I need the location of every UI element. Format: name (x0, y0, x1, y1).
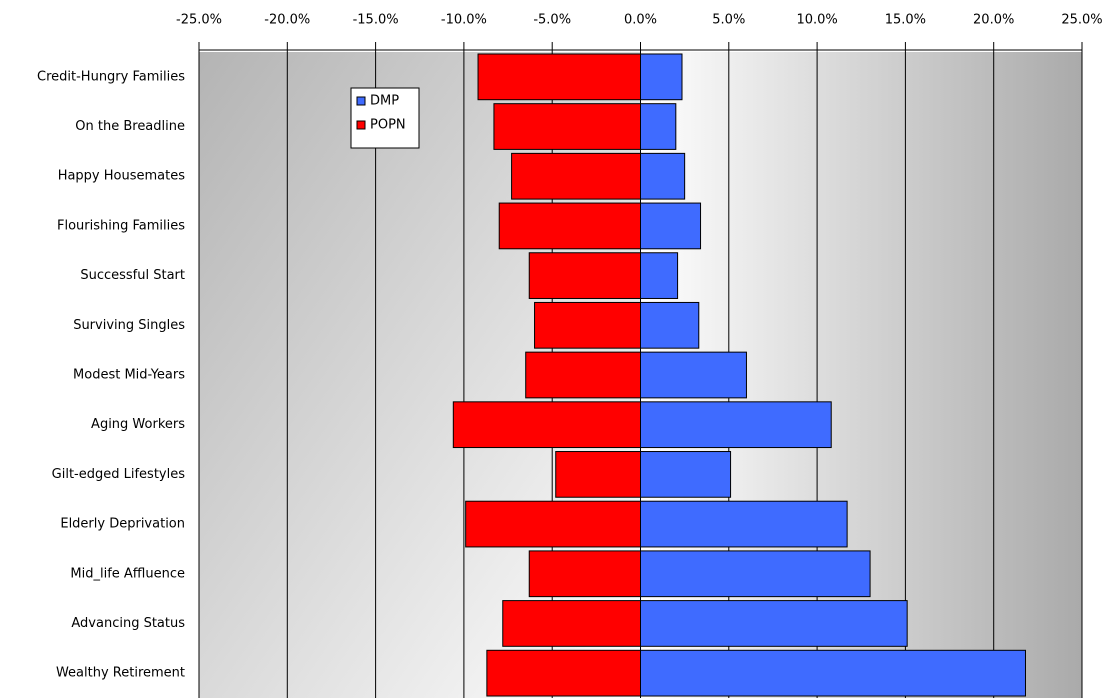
y-tick-label: Wealthy Retirement (56, 666, 185, 681)
bar (640, 152, 686, 200)
x-tick-label: -10.0% (441, 13, 487, 28)
legend-label: POPN (370, 118, 406, 133)
bar (640, 103, 677, 150)
bar (640, 53, 683, 101)
bar (477, 53, 642, 101)
bar (640, 649, 1026, 697)
legend: DMP POPN (350, 87, 420, 149)
legend-label: DMP (370, 94, 399, 109)
x-tick-label: 5.0% (712, 13, 745, 28)
bar (511, 152, 641, 200)
x-tick-label: 0.0% (624, 13, 657, 28)
x-tick-label: 15.0% (885, 13, 926, 28)
y-tick-label: Advancing Status (71, 616, 185, 631)
bar (640, 301, 700, 349)
y-tick-label: Aging Workers (91, 417, 185, 432)
bar (465, 500, 641, 548)
bar (640, 600, 908, 647)
y-tick-label: Flourishing Families (57, 218, 185, 233)
bar (640, 500, 848, 548)
bar (555, 451, 641, 498)
bar (528, 252, 642, 299)
x-tick-label: 25.0% (1061, 13, 1102, 28)
x-tick-label: 10.0% (796, 13, 837, 28)
y-tick-label: Surviving Singles (73, 318, 185, 333)
y-tick-label: Gilt-edged Lifestyles (52, 467, 186, 482)
bar (640, 550, 871, 598)
y-tick-label: Mid_life Affluence (70, 566, 185, 581)
bar (502, 600, 642, 647)
bar (498, 202, 641, 250)
bar (640, 401, 832, 449)
y-tick-label: Modest Mid-Years (73, 368, 185, 383)
x-tick-label: -5.0% (533, 13, 571, 28)
bar (534, 301, 641, 349)
y-tick-label: Successful Start (80, 268, 185, 283)
x-tick-label: 20.0% (973, 13, 1014, 28)
x-tick-label: -20.0% (264, 13, 310, 28)
bar (528, 550, 642, 598)
bar (493, 103, 641, 150)
y-tick-label: Elderly Deprivation (60, 517, 185, 532)
bar (486, 649, 641, 697)
x-tick-label: -25.0% (176, 13, 222, 28)
bar (640, 252, 679, 299)
bar (452, 401, 641, 449)
legend-swatch (356, 96, 366, 106)
bar (640, 451, 732, 498)
y-tick-label: On the Breadline (75, 119, 185, 134)
bar (640, 202, 702, 250)
bar (640, 351, 747, 399)
y-tick-label: Happy Housemates (58, 169, 186, 184)
labels: -25.0% -20.0% -15.0% -10.0% -5.0% 0.0% 5.0% 10.… (37, 13, 1103, 681)
bar (525, 351, 642, 399)
x-tick-label: -15.0% (353, 13, 399, 28)
bars (452, 53, 1026, 697)
legend-swatch (356, 120, 366, 130)
y-tick-label: Credit-Hungry Families (37, 69, 185, 84)
